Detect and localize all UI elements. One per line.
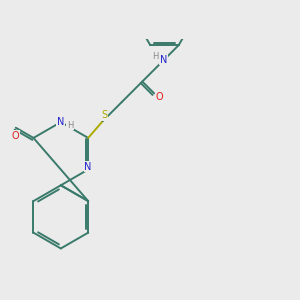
Text: S: S	[102, 110, 108, 121]
Text: H: H	[152, 52, 158, 61]
Text: N: N	[160, 55, 167, 65]
Text: O: O	[155, 92, 163, 102]
Text: O: O	[12, 131, 20, 141]
Text: H: H	[67, 121, 73, 130]
Text: N: N	[57, 117, 64, 127]
Text: N: N	[85, 161, 92, 172]
